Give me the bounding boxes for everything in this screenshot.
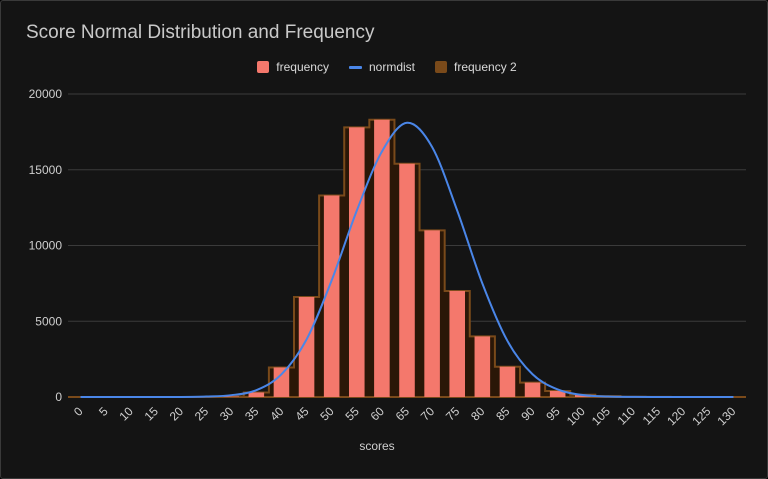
x-tick-label-0: 0 xyxy=(71,404,86,419)
legend-swatch-frequency xyxy=(257,61,270,73)
x-tick-label-75: 75 xyxy=(443,404,463,424)
x-tick-label-65: 65 xyxy=(393,404,413,424)
bar-frequency-70 xyxy=(424,230,440,397)
legend-swatch-normdist xyxy=(348,65,362,69)
frequency-bars xyxy=(223,119,666,397)
y-tick-label: 0 xyxy=(55,390,62,404)
legend-label-normdist: normdist xyxy=(368,60,415,74)
normdist-line xyxy=(80,121,734,398)
y-tick-label: 10000 xyxy=(29,239,63,253)
legend-item-frequency-2[interactable]: frequency 2 xyxy=(429,60,517,74)
x-tick-label-25: 25 xyxy=(192,404,212,424)
x-tick-label-90: 90 xyxy=(518,404,538,424)
x-tick-label-30: 30 xyxy=(217,404,237,424)
legend-label-frequency: frequency xyxy=(276,60,329,74)
x-tick-label-15: 15 xyxy=(142,404,162,424)
y-tick-labels: 0 5000 10000 15000 20000 xyxy=(29,87,63,404)
x-tick-label-5: 5 xyxy=(96,404,111,419)
x-tick-label-115: 115 xyxy=(640,404,664,428)
x-tick-labels: 0 5 10 15 20 25 30 35 40 45 50 55 60 65 70 75 80 85 90 95 10… xyxy=(71,404,739,428)
x-tick-label-85: 85 xyxy=(493,404,513,424)
chart-title: Score Normal Distribution and Frequency xyxy=(26,22,375,43)
bar-frequency-90 xyxy=(524,382,541,397)
x-tick-label-50: 50 xyxy=(317,404,337,424)
y-tick-label: 5000 xyxy=(35,314,62,328)
legend-item-normdist[interactable]: normdist xyxy=(343,60,415,74)
x-tick-label-20: 20 xyxy=(167,404,187,424)
bar-frequency-65 xyxy=(399,163,415,397)
bar-frequency-40 xyxy=(273,367,290,397)
x-tick-label-35: 35 xyxy=(242,404,262,424)
x-tick-label-100: 100 xyxy=(564,404,588,428)
x-tick-label-45: 45 xyxy=(292,404,312,424)
x-tick-label-70: 70 xyxy=(418,404,438,424)
bar-frequency-55 xyxy=(348,127,365,397)
legend-label-frequency-2: frequency 2 xyxy=(454,60,517,74)
x-tick-label-40: 40 xyxy=(267,404,287,424)
x-tick-label-80: 80 xyxy=(468,404,488,424)
x-tick-label-95: 95 xyxy=(543,404,563,424)
bar-frequency-85 xyxy=(499,366,516,397)
x-axis-title: scores xyxy=(359,439,394,453)
bar-frequency-75 xyxy=(449,290,466,397)
x-tick-label-60: 60 xyxy=(368,404,388,424)
y-tick-label: 20000 xyxy=(29,87,63,101)
bar-frequency-95 xyxy=(549,390,566,397)
bar-frequency-80 xyxy=(474,336,491,397)
x-tick-label-120: 120 xyxy=(664,404,688,428)
x-tick-label-125: 125 xyxy=(689,404,713,428)
bar-frequency-60 xyxy=(374,119,390,397)
y-tick-label: 15000 xyxy=(29,163,63,177)
x-tick-label-105: 105 xyxy=(589,404,613,428)
normdist-curve xyxy=(80,121,734,398)
chart-legend: frequency normdist frequency 2 xyxy=(0,58,768,76)
x-tick-label-130: 130 xyxy=(714,404,738,428)
x-tick-label-110: 110 xyxy=(615,404,639,428)
x-tick-label-10: 10 xyxy=(117,404,137,424)
x-tick-label-55: 55 xyxy=(343,404,363,424)
bar-frequency-35 xyxy=(248,392,265,397)
bar-frequency-50 xyxy=(323,195,340,397)
legend-swatch-frequency-2 xyxy=(435,61,447,73)
legend-item-frequency[interactable]: frequency xyxy=(251,60,329,74)
bar-frequency-45 xyxy=(298,297,315,397)
